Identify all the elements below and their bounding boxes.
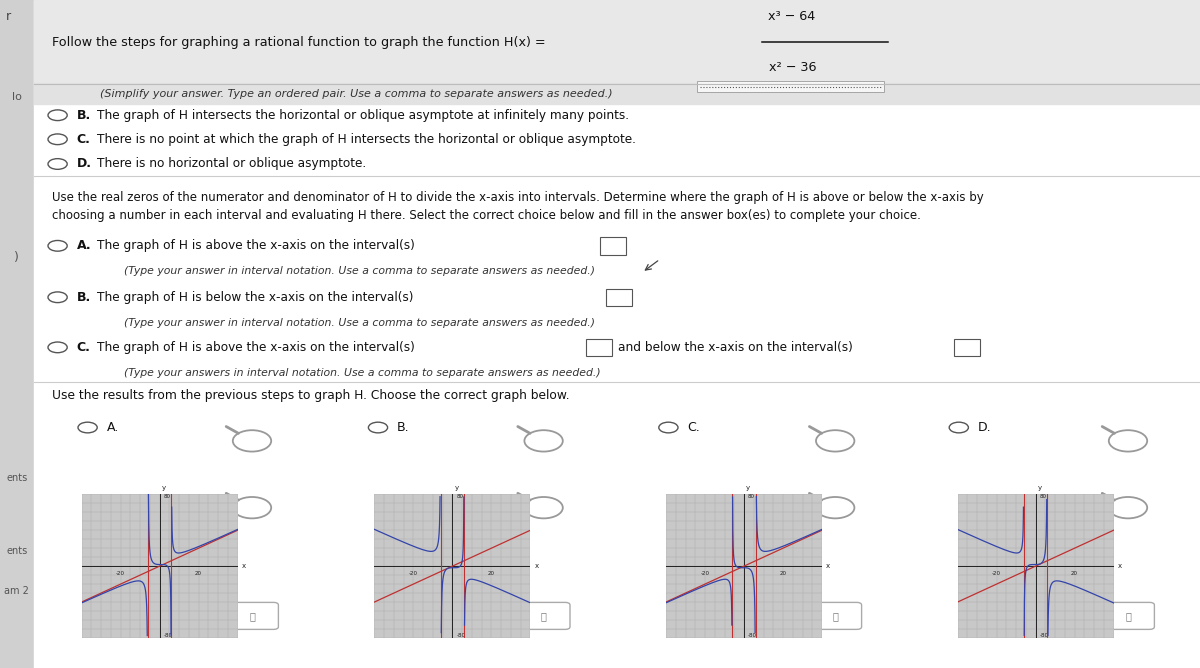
Text: ⤢: ⤢ (1126, 611, 1130, 621)
Text: B.: B. (77, 291, 91, 304)
Bar (586, 339, 612, 356)
Text: (Type your answer in interval notation. Use a comma to separate answers as neede: (Type your answer in interval notation. … (124, 267, 595, 276)
Text: 80: 80 (748, 494, 755, 499)
Text: ⤢: ⤢ (833, 611, 838, 621)
Text: x³ − 64: x³ − 64 (768, 10, 815, 23)
Circle shape (48, 292, 67, 303)
Text: -80: -80 (1039, 633, 1049, 638)
FancyBboxPatch shape (226, 603, 278, 629)
Bar (0, 0, 34, 668)
Text: 80: 80 (163, 494, 170, 499)
Text: 80: 80 (456, 494, 463, 499)
Text: y: y (1038, 485, 1042, 491)
Text: There is no point at which the graph of H intersects the horizontal or oblique a: There is no point at which the graph of … (97, 133, 636, 146)
FancyBboxPatch shape (517, 603, 570, 629)
FancyBboxPatch shape (697, 81, 884, 92)
Text: x² − 36: x² − 36 (769, 61, 817, 74)
Text: The graph of H is above the x-axis on the interval(s): The graph of H is above the x-axis on th… (97, 239, 415, 253)
Circle shape (524, 497, 563, 518)
Circle shape (78, 422, 97, 433)
Bar (954, 339, 980, 356)
Circle shape (48, 110, 67, 121)
Text: B.: B. (77, 109, 91, 122)
Text: y: y (162, 485, 166, 491)
Text: choosing a number in each interval and evaluating H there. Select the correct ch: choosing a number in each interval and e… (52, 208, 920, 222)
Circle shape (233, 430, 271, 452)
Text: C.: C. (77, 133, 91, 146)
Circle shape (368, 422, 388, 433)
Text: A.: A. (77, 239, 91, 253)
Circle shape (48, 159, 67, 169)
Circle shape (1109, 430, 1147, 452)
Bar (34, 84, 1200, 104)
Bar (600, 237, 626, 255)
Text: r: r (6, 10, 11, 23)
Text: The graph of H is above the x-axis on the interval(s): The graph of H is above the x-axis on th… (97, 341, 415, 354)
Text: 20: 20 (1072, 570, 1078, 576)
Circle shape (659, 422, 678, 433)
Text: C.: C. (77, 341, 91, 354)
FancyBboxPatch shape (1102, 603, 1154, 629)
Text: ents: ents (6, 546, 28, 556)
Text: ⤢: ⤢ (541, 611, 546, 621)
Text: (Simplify your answer. Type an ordered pair. Use a comma to separate answers as : (Simplify your answer. Type an ordered p… (100, 89, 612, 98)
Text: A.: A. (107, 421, 119, 434)
Text: D.: D. (77, 158, 91, 170)
Circle shape (816, 430, 854, 452)
Text: -80: -80 (456, 633, 466, 638)
Circle shape (48, 134, 67, 144)
Circle shape (233, 497, 271, 518)
Text: -20: -20 (701, 570, 709, 576)
Text: x: x (241, 563, 246, 569)
Text: Follow the steps for graphing a rational function to graph the function H(x) =: Follow the steps for graphing a rational… (52, 35, 545, 49)
Text: D.: D. (978, 421, 991, 434)
Text: Use the real zeros of the numerator and denominator of H to divide the x-axis in: Use the real zeros of the numerator and … (52, 191, 983, 204)
Circle shape (48, 240, 67, 251)
Text: 20: 20 (780, 570, 786, 576)
Text: 20: 20 (196, 570, 202, 576)
Text: (Type your answers in interval notation. Use a comma to separate answers as need: (Type your answers in interval notation.… (124, 368, 600, 377)
Text: x: x (1117, 563, 1122, 569)
FancyBboxPatch shape (809, 603, 862, 629)
Text: lo: lo (12, 92, 22, 102)
Text: y: y (455, 485, 458, 491)
Text: x: x (826, 563, 830, 569)
Text: and below the x-axis on the interval(s): and below the x-axis on the interval(s) (618, 341, 853, 354)
Bar (34, 0, 1200, 84)
Text: ents: ents (6, 473, 28, 482)
Text: -20: -20 (116, 570, 125, 576)
Text: y: y (746, 485, 750, 491)
Text: am 2: am 2 (5, 587, 29, 596)
Text: The graph of H intersects the horizontal or oblique asymptote at infinitely many: The graph of H intersects the horizontal… (97, 109, 629, 122)
Bar (606, 289, 632, 306)
Text: -80: -80 (163, 633, 173, 638)
Text: Use the results from the previous steps to graph H. Choose the correct graph bel: Use the results from the previous steps … (52, 389, 569, 402)
Text: C.: C. (688, 421, 701, 434)
Text: -80: -80 (748, 633, 757, 638)
Circle shape (1109, 497, 1147, 518)
Text: 20: 20 (488, 570, 494, 576)
Circle shape (816, 497, 854, 518)
Text: ): ) (14, 250, 19, 264)
Text: B.: B. (397, 421, 410, 434)
Text: -20: -20 (409, 570, 418, 576)
Text: There is no horizontal or oblique asymptote.: There is no horizontal or oblique asympt… (97, 158, 366, 170)
Text: ⤢: ⤢ (250, 611, 254, 621)
Circle shape (524, 430, 563, 452)
Circle shape (949, 422, 968, 433)
Text: x: x (534, 563, 539, 569)
Text: (Type your answer in interval notation. Use a comma to separate answers as neede: (Type your answer in interval notation. … (124, 318, 595, 327)
Text: 80: 80 (1039, 494, 1046, 499)
Text: The graph of H is below the x-axis on the interval(s): The graph of H is below the x-axis on th… (97, 291, 414, 304)
Circle shape (48, 342, 67, 353)
Text: -20: -20 (992, 570, 1001, 576)
